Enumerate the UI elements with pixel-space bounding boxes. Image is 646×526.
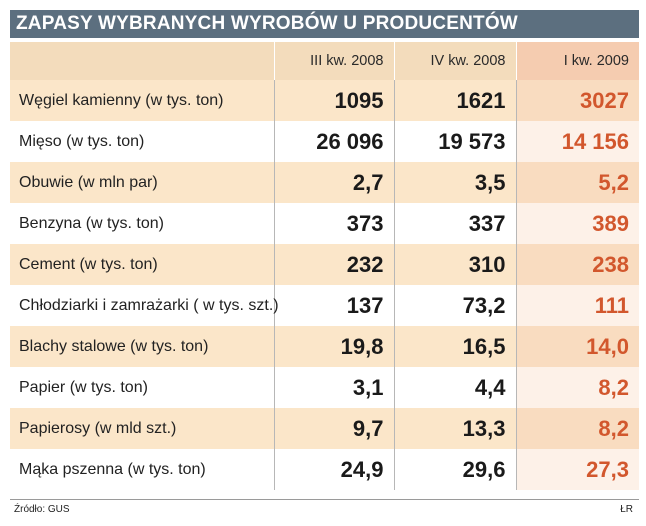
value-q4-2008: 4,4 <box>393 367 516 408</box>
table-row: Papier (w tys. ton) 3,1 4,4 8,2 <box>10 367 639 408</box>
infographic: ZAPASY WYBRANYCH WYROBÓW U PRODUCENTÓW I… <box>10 10 639 521</box>
value-q3-2008: 373 <box>273 203 394 244</box>
value-q4-2008: 16,5 <box>393 326 516 367</box>
row-label: Cement (w tys. ton) <box>10 244 274 285</box>
value-q1-2009: 389 <box>515 203 639 244</box>
value-q3-2008: 19,8 <box>273 326 394 367</box>
row-label: Benzyna (w tys. ton) <box>10 203 274 244</box>
value-q3-2008: 232 <box>273 244 394 285</box>
row-label: Węgiel kamienny (w tys. ton) <box>10 80 274 121</box>
row-label: Papierosy (w mld szt.) <box>10 408 274 449</box>
infographic-title: ZAPASY WYBRANYCH WYROBÓW U PRODUCENTÓW <box>10 10 639 38</box>
value-q4-2008: 310 <box>393 244 516 285</box>
column-header-q1-2009: I kw. 2009 <box>515 42 639 80</box>
author-initials: ŁR <box>620 504 633 515</box>
table-row: Benzyna (w tys. ton) 373 337 389 <box>10 203 639 244</box>
value-q3-2008: 2,7 <box>273 162 394 203</box>
footer-divider <box>10 499 639 500</box>
table-row: Chłodziarki i zamrażarki ( w tys. szt.) … <box>10 285 639 326</box>
value-q3-2008: 137 <box>273 285 394 326</box>
value-q4-2008: 1621 <box>393 80 516 121</box>
value-q1-2009: 8,2 <box>515 367 639 408</box>
value-q1-2009: 5,2 <box>515 162 639 203</box>
value-q4-2008: 3,5 <box>393 162 516 203</box>
row-label: Mąka pszenna (w tys. ton) <box>10 449 274 490</box>
value-q3-2008: 9,7 <box>273 408 394 449</box>
column-header-q3-2008: III kw. 2008 <box>273 42 394 80</box>
value-q1-2009: 14,0 <box>515 326 639 367</box>
table-row: Papierosy (w mld szt.) 9,7 13,3 8,2 <box>10 408 639 449</box>
header-blank-cell <box>10 42 274 80</box>
value-q3-2008: 26 096 <box>273 121 394 162</box>
table-row: Blachy stalowe (w tys. ton) 19,8 16,5 14… <box>10 326 639 367</box>
table-row: Mięso (w tys. ton) 26 096 19 573 14 156 <box>10 121 639 162</box>
value-q1-2009: 3027 <box>515 80 639 121</box>
row-label: Papier (w tys. ton) <box>10 367 274 408</box>
header-row: III kw. 2008 IV kw. 2008 I kw. 2009 <box>10 42 639 80</box>
value-q3-2008: 3,1 <box>273 367 394 408</box>
value-q4-2008: 337 <box>393 203 516 244</box>
value-q1-2009: 14 156 <box>515 121 639 162</box>
row-label: Chłodziarki i zamrażarki ( w tys. szt.) <box>10 285 279 326</box>
value-q1-2009: 27,3 <box>515 449 639 490</box>
table-row: Węgiel kamienny (w tys. ton) 1095 1621 3… <box>10 80 639 121</box>
value-q4-2008: 73,2 <box>393 285 516 326</box>
table-row: Obuwie (w mln par) 2,7 3,5 5,2 <box>10 162 639 203</box>
value-q3-2008: 1095 <box>273 80 394 121</box>
value-q1-2009: 8,2 <box>515 408 639 449</box>
stocks-table: III kw. 2008 IV kw. 2008 I kw. 2009 Węgi… <box>10 42 639 490</box>
table-row: Cement (w tys. ton) 232 310 238 <box>10 244 639 285</box>
value-q4-2008: 19 573 <box>393 121 516 162</box>
row-label: Mięso (w tys. ton) <box>10 121 274 162</box>
value-q4-2008: 29,6 <box>393 449 516 490</box>
value-q3-2008: 24,9 <box>273 449 394 490</box>
value-q4-2008: 13,3 <box>393 408 516 449</box>
value-q1-2009: 111 <box>515 285 639 326</box>
source-note: Źródło: GUS <box>14 504 70 515</box>
table-row: Mąka pszenna (w tys. ton) 24,9 29,6 27,3 <box>10 449 639 490</box>
row-label: Obuwie (w mln par) <box>10 162 274 203</box>
value-q1-2009: 238 <box>515 244 639 285</box>
column-header-q4-2008: IV kw. 2008 <box>393 42 516 80</box>
row-label: Blachy stalowe (w tys. ton) <box>10 326 274 367</box>
